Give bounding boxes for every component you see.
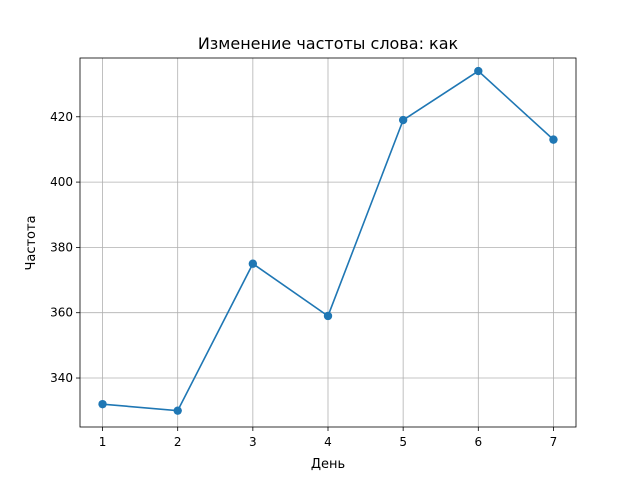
y-axis-label: Частота — [24, 215, 39, 270]
data-point — [398, 115, 408, 125]
x-tick-label: 4 — [324, 435, 332, 449]
data-point — [474, 66, 483, 76]
grid — [80, 58, 576, 427]
chart-title: Изменение частоты слова: как — [198, 34, 459, 53]
x-tick-label: 7 — [550, 435, 558, 449]
y-tick-label: 400 — [50, 175, 73, 189]
x-tick-label: 2 — [174, 435, 182, 449]
data-point — [323, 311, 333, 321]
y-tick-label: 340 — [50, 371, 73, 385]
x-tick-label: 6 — [474, 435, 482, 449]
x-tick-label: 1 — [99, 435, 107, 449]
plot-frame — [79, 57, 577, 428]
axis-ticks: 1 2 3 4 5 6 7 340 360 380 400 420 — [50, 110, 557, 449]
data-point — [248, 259, 258, 268]
y-tick-label: 360 — [50, 306, 73, 320]
y-tick-label: 420 — [50, 110, 73, 124]
data-point — [173, 406, 182, 415]
x-axis-label: День — [311, 457, 345, 472]
series — [98, 66, 558, 415]
data-point — [549, 135, 558, 144]
y-tick-label: 380 — [50, 240, 73, 254]
data-point — [98, 399, 107, 409]
x-tick-label: 3 — [249, 435, 257, 449]
x-tick-label: 5 — [399, 435, 407, 449]
